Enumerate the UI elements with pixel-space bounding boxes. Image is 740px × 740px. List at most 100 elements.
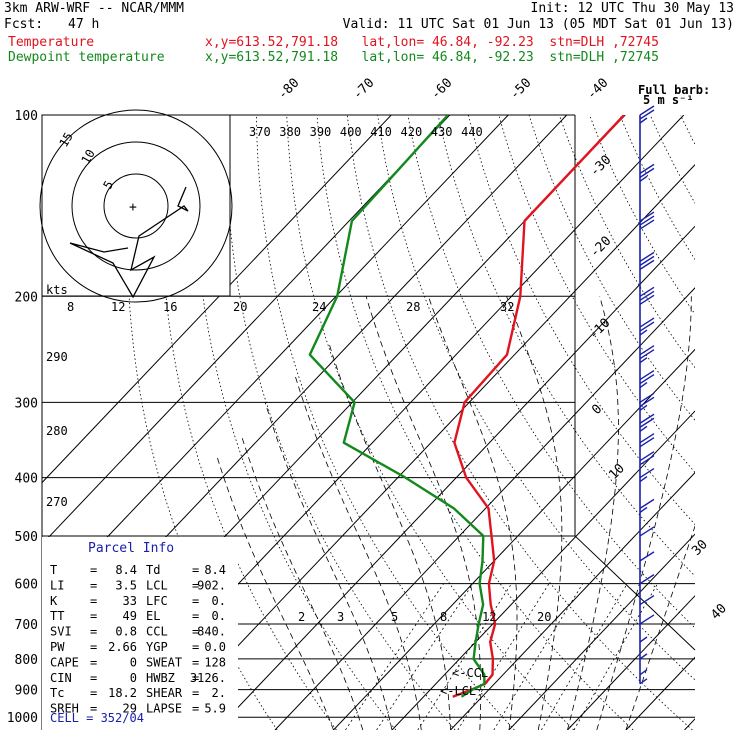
wind-barb-275 [639, 369, 655, 389]
parcel-value: 2.66 [108, 640, 137, 654]
wind-barb-800 [639, 653, 648, 660]
temperature-legend: Temperature [8, 35, 95, 50]
wind-barb-325 [639, 413, 655, 432]
wind-barb-175 [639, 251, 655, 270]
isotherm-line [42, 115, 392, 484]
parcel-eq: = [90, 594, 97, 608]
parcel-value: 902. [197, 578, 226, 592]
model-title: 3km ARW-WRF -- NCAR/MMM [4, 1, 185, 16]
isotherm-label: 10 [606, 461, 628, 483]
parcel-value: 0.0 [204, 640, 226, 654]
moist-adiabat [294, 374, 422, 730]
parcel-eq: = [90, 640, 97, 654]
forecast-hour: 47 h [68, 17, 100, 32]
mixing-ratio-label: 5 [391, 610, 398, 624]
wind-barb-600 [639, 574, 655, 585]
moist-adiabat [596, 296, 692, 730]
pressure-label-300: 300 [15, 396, 38, 411]
parcel-key: LCL [146, 578, 168, 592]
parcel-value: 0 [130, 655, 137, 669]
parcel-value: 2. [212, 686, 226, 700]
moist-adiabat [264, 402, 393, 730]
hodograph-units: kts [46, 283, 68, 297]
isotherm-line [567, 595, 695, 730]
mixing-ratio-line [376, 583, 474, 730]
moist-adiabat [506, 296, 563, 730]
dry-adiabat [407, 115, 695, 629]
theta-e-label: 440 [461, 125, 483, 139]
temperature-profile [452, 115, 625, 698]
isotherm-label: -60 [428, 76, 455, 103]
valid-time: Valid: 11 UTC Sat 01 Jun 13 (05 MDT Sat … [342, 17, 734, 32]
forecast-label: Fcst: [4, 17, 44, 32]
hodograph-ring [103, 173, 169, 239]
barb-legend-line2: 5 m s⁻¹ [643, 93, 694, 107]
parcel-key: CIN [50, 671, 72, 685]
theta-e-label: 410 [370, 125, 392, 139]
plot-right-edge-slant [574, 535, 696, 651]
mixing-ratio-line [457, 583, 550, 730]
theta-e-label: 390 [310, 125, 332, 139]
wind-barb-500 [639, 526, 655, 537]
parcel-key: SWEAT [146, 655, 182, 669]
mixing-ratio-line [345, 583, 444, 730]
wind-barb-450 [639, 498, 655, 513]
pressure-label-600: 600 [15, 578, 38, 593]
parcel-key: Td [146, 563, 160, 577]
dry-adiabat [680, 115, 695, 146]
parcel-eq: = [90, 563, 97, 577]
parcel-eq: = [192, 671, 199, 685]
parcel-eq: = [90, 609, 97, 623]
parcel-info-box: Parcel Info T = 8.4 Td = 8.4LI = 3.5 LCL =902.K = 3… [42, 537, 238, 730]
wind-barb-650 [639, 594, 655, 606]
dry-adiabat [286, 115, 574, 730]
wind-barb-350 [639, 433, 655, 448]
parcel-key: CAPE [50, 655, 79, 669]
isotherm-label: 40 [708, 601, 730, 623]
parcel-value: 49 [123, 609, 137, 623]
dewpoint-legend: Dewpoint temperature [8, 50, 165, 65]
dry-adiabat [528, 115, 695, 421]
parcel-key: K [50, 594, 58, 608]
hodograph-center: + [129, 200, 137, 215]
theta-e-label: 400 [340, 125, 362, 139]
parcel-eq: = [192, 655, 199, 669]
dry-adiabat [377, 115, 695, 681]
parcel-eq: = [192, 563, 199, 577]
dewpoint-profile [308, 115, 486, 698]
pressure-label-500: 500 [15, 530, 38, 545]
hodograph-trace [69, 186, 189, 299]
mixing-ratio-label: 28 [406, 300, 420, 314]
isotherm-line [42, 115, 509, 607]
mixing-ratio-label: 20 [233, 300, 247, 314]
isotherm-label: 30 [689, 537, 711, 559]
parcel-value: 0 [130, 671, 137, 685]
wind-barb-250 [639, 345, 655, 364]
wind-barb-750 [639, 636, 648, 643]
wind-barb-850 [639, 669, 648, 676]
moist-adiabat [216, 457, 334, 730]
mixing-ratio-label: 8 [440, 610, 447, 624]
isotherm-label: -20 [587, 234, 614, 261]
parcel-key: SHEAR [146, 686, 183, 700]
parcel-key: SREH [50, 702, 79, 716]
dewpoint-location: x,y=613.52,791.18 lat,lon= 46.84, -92.23… [205, 50, 659, 65]
pressure-label-900: 900 [15, 684, 38, 699]
pressure-label-100: 100 [15, 109, 38, 124]
hodograph-ring [39, 109, 233, 303]
isotherm-line [391, 410, 695, 730]
theta-label: 270 [46, 495, 68, 509]
parcel-key: Tc [50, 686, 64, 700]
wind-barb-700 [639, 614, 655, 625]
isotherm-label: -50 [507, 76, 534, 103]
dry-adiabat [316, 115, 634, 730]
isotherm-line [508, 533, 695, 730]
dry-adiabat [127, 115, 278, 730]
isotherm-label: -80 [275, 76, 302, 103]
parcel-value: 8.4 [115, 563, 137, 577]
parcel-key: T [50, 563, 57, 577]
theta-e-label: 370 [249, 125, 271, 139]
isotherm-line [684, 718, 695, 730]
